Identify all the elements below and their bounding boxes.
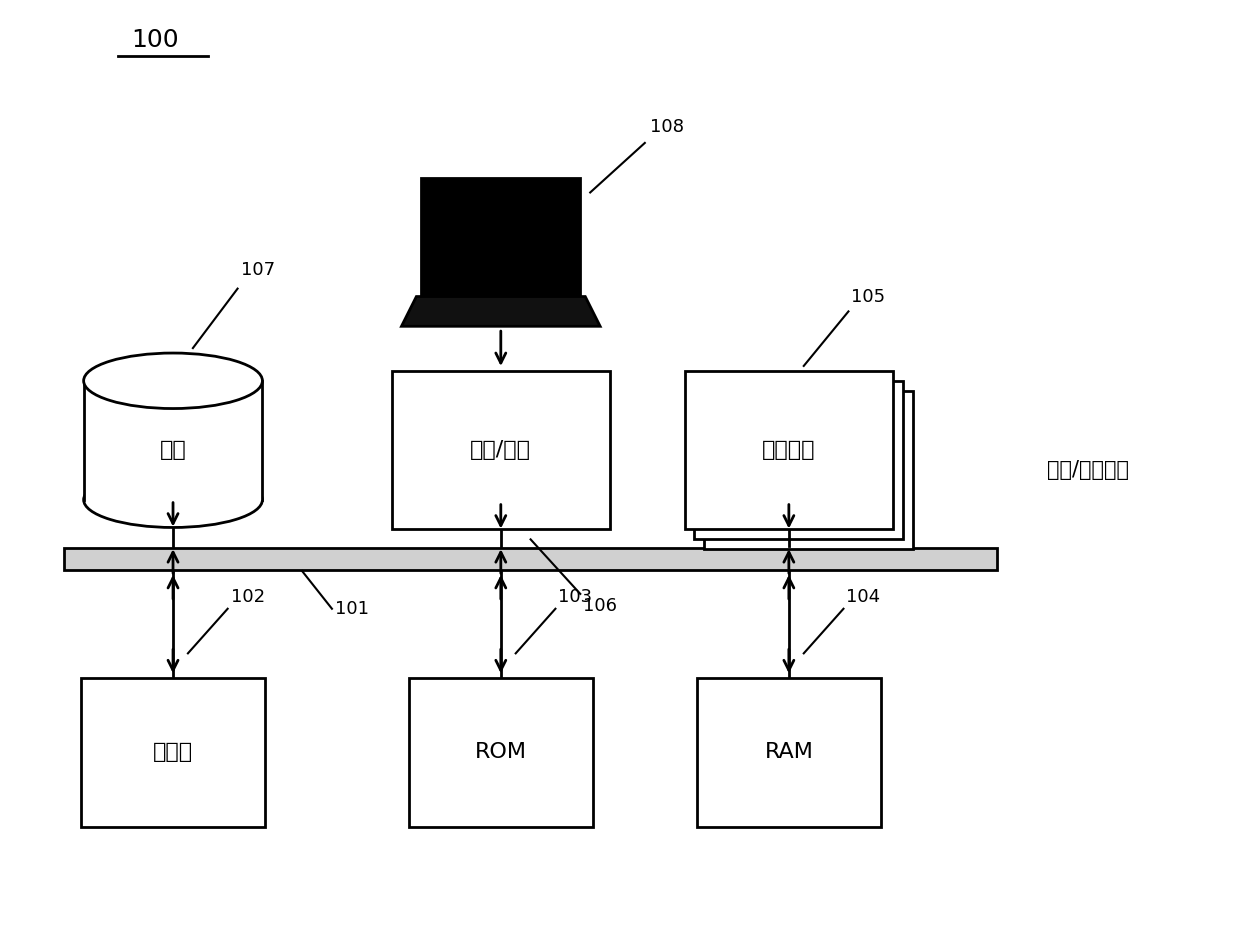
Text: RAM: RAM — [764, 743, 813, 763]
Text: 104: 104 — [847, 588, 880, 606]
Text: 107: 107 — [241, 261, 275, 279]
Bar — [697, 678, 880, 826]
Bar — [422, 177, 580, 296]
Bar — [694, 381, 903, 539]
Text: 来自/去往网络: 来自/去往网络 — [1047, 460, 1130, 480]
Text: 102: 102 — [231, 588, 265, 606]
Ellipse shape — [83, 472, 263, 527]
Text: 103: 103 — [558, 588, 593, 606]
Bar — [684, 371, 893, 529]
Bar — [409, 678, 593, 826]
Text: 通信端口: 通信端口 — [763, 440, 816, 461]
Bar — [704, 391, 913, 550]
Text: 105: 105 — [852, 289, 885, 307]
Polygon shape — [402, 296, 600, 326]
Text: 108: 108 — [650, 118, 683, 136]
Text: 输入/输出: 输入/输出 — [470, 440, 531, 461]
Text: 处理器: 处理器 — [153, 743, 193, 763]
Bar — [392, 371, 610, 529]
Bar — [83, 381, 263, 500]
Text: 101: 101 — [335, 599, 370, 618]
Text: 硬盘: 硬盘 — [160, 440, 186, 461]
Text: 100: 100 — [131, 28, 179, 52]
Text: ROM: ROM — [475, 743, 527, 763]
Bar — [63, 549, 997, 570]
Ellipse shape — [83, 353, 263, 409]
Bar — [81, 678, 265, 826]
Text: 106: 106 — [583, 597, 618, 614]
